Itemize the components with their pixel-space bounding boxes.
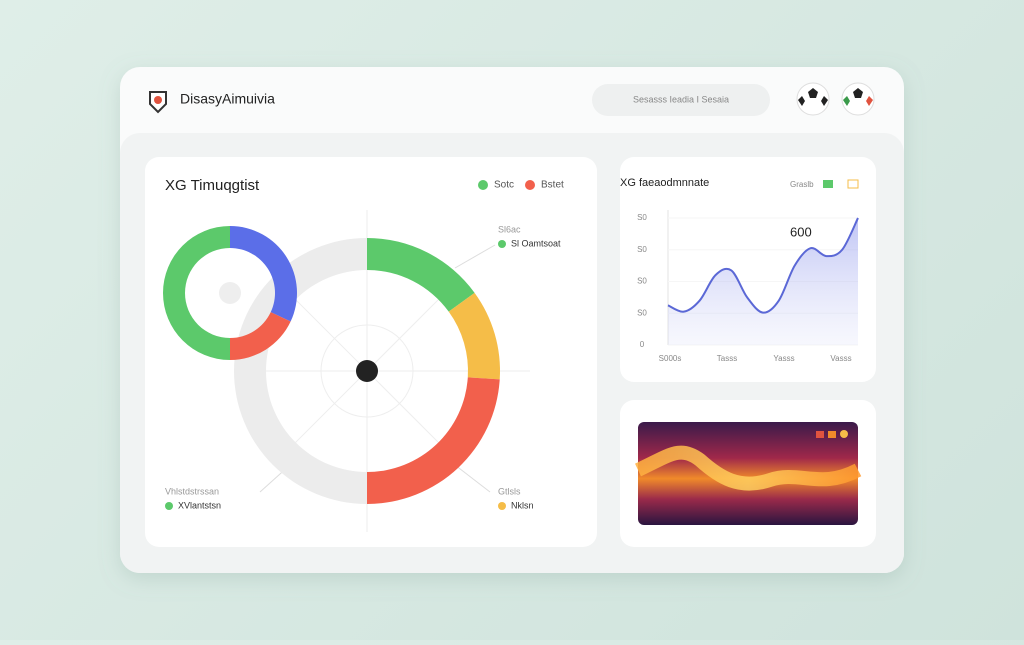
- legend-dot: [525, 180, 535, 190]
- label-name: Sl Oamtsoat: [511, 238, 561, 248]
- y-tick-label: S0: [637, 308, 647, 317]
- badge-icon: [847, 179, 859, 189]
- label-dot: [498, 502, 506, 510]
- y-tick-label: 0: [640, 340, 645, 349]
- logo: [149, 91, 167, 114]
- donut-segment: [367, 377, 500, 504]
- heatmap: [635, 422, 862, 525]
- center-dot: [356, 360, 378, 382]
- search-box[interactable]: [592, 84, 770, 116]
- label-caption: Sl6ac: [498, 224, 521, 234]
- line: [667, 217, 859, 314]
- y-tick-label: S0: [637, 213, 647, 222]
- label-caption: Vhlstdstrssan: [165, 486, 219, 496]
- x-tick-label: Vasss: [830, 354, 851, 363]
- donut-segment: [448, 292, 500, 380]
- label-name: Nklsn: [511, 500, 534, 510]
- label-name: XVlantstsn: [178, 500, 221, 510]
- brand: DisasyAimuivia: [180, 91, 275, 107]
- badge: Graslb: [790, 180, 814, 189]
- legend-label: Sotc: [494, 180, 514, 191]
- center-dot: [219, 282, 241, 304]
- avatar[interactable]: [796, 82, 830, 116]
- label-caption: Gtlsls: [498, 486, 521, 496]
- donut-segment: [230, 226, 297, 322]
- y-tick-label: S0: [637, 245, 647, 254]
- search-placeholder: Sesasss Ieadia I Sesaia: [633, 94, 729, 104]
- line-area: [668, 218, 858, 345]
- x-tick-label: Tasss: [717, 354, 737, 363]
- legend-dot: [478, 180, 488, 190]
- donut-segment: [234, 238, 367, 504]
- annotation: 600: [790, 224, 812, 239]
- label-dot: [498, 240, 506, 248]
- badge-icon: [823, 180, 833, 188]
- y-tick-label: S0: [637, 277, 647, 286]
- donut-segment: [367, 238, 475, 312]
- x-tick-label: Yasss: [773, 354, 794, 363]
- donut-segment: [163, 226, 230, 360]
- legend-label: Bstet: [541, 180, 564, 191]
- panel-title: XG faeaodmnnate: [620, 177, 709, 189]
- avatar[interactable]: [841, 82, 875, 116]
- panel-title: XG Timuqgtist: [165, 177, 260, 194]
- donut-segment: [230, 312, 291, 360]
- label-dot: [165, 502, 173, 510]
- x-tick-label: S000s: [659, 354, 682, 363]
